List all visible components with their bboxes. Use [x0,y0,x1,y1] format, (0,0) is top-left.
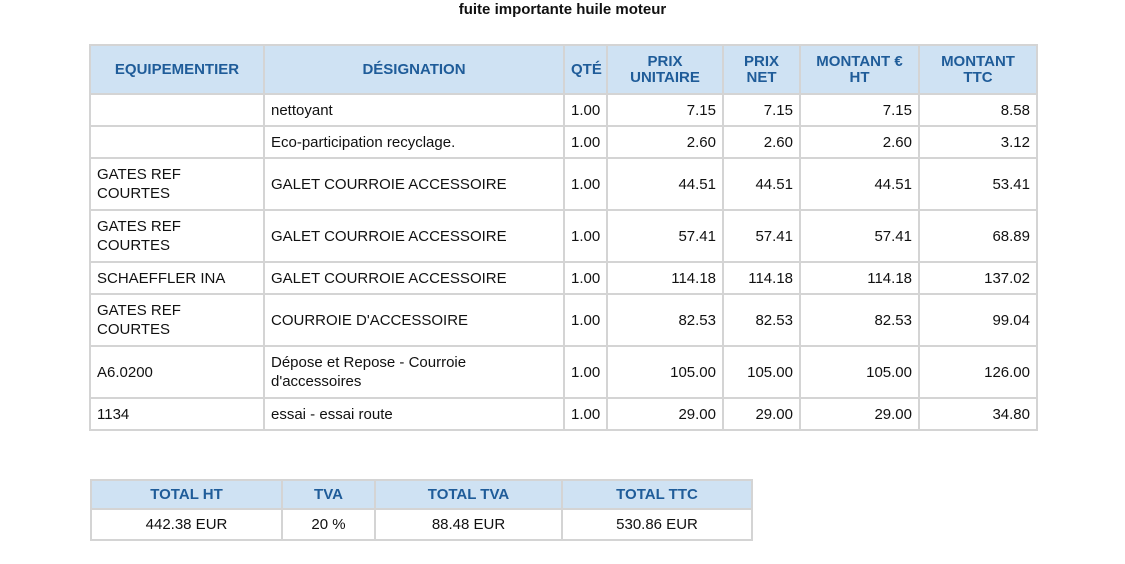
totals-header-total-tva: TOTAL TVA [374,479,563,510]
table-row: SCHAEFFLER INA GALET COURROIE ACCESSOIRE… [89,261,1038,295]
total-ht-value: 442.38 EUR [90,508,283,541]
cell-qty: 1.00 [563,125,608,159]
totals-values-row: 442.38 EUR 20 % 88.48 EUR 530.86 EUR [90,508,753,541]
cell-amount-ht: 82.53 [799,293,920,347]
column-header-qty: QTÉ [563,44,608,95]
tva-rate-value: 20 % [281,508,376,541]
cell-amount-ttc: 137.02 [918,261,1038,295]
table-row: GATES REF COURTES COURROIE D'ACCESSOIRE … [89,293,1038,347]
cell-designation: GALET COURROIE ACCESSOIRE [263,209,565,263]
column-header-amount-ht: MONTANT € HT [799,44,920,95]
cell-qty: 1.00 [563,261,608,295]
cell-unit-price: 82.53 [606,293,724,347]
table-row: 1134 essai - essai route 1.00 29.00 29.0… [89,397,1038,431]
table-row: Eco-participation recyclage. 1.00 2.60 2… [89,125,1038,159]
cell-supplier: GATES REF COURTES [89,293,265,347]
cell-unit-price: 44.51 [606,157,724,211]
cell-net-price: 2.60 [722,125,801,159]
cell-designation: Dépose et Repose - Courroie d'accessoire… [263,345,565,399]
cell-supplier [89,125,265,159]
cell-amount-ttc: 68.89 [918,209,1038,263]
cell-unit-price: 114.18 [606,261,724,295]
cell-designation: GALET COURROIE ACCESSOIRE [263,157,565,211]
cell-net-price: 7.15 [722,93,801,127]
cell-qty: 1.00 [563,345,608,399]
table-row: A6.0200 Dépose et Repose - Courroie d'ac… [89,345,1038,399]
cell-unit-price: 105.00 [606,345,724,399]
cell-qty: 1.00 [563,93,608,127]
cell-net-price: 82.53 [722,293,801,347]
cell-amount-ht: 44.51 [799,157,920,211]
cell-supplier: A6.0200 [89,345,265,399]
cell-net-price: 44.51 [722,157,801,211]
cell-supplier: GATES REF COURTES [89,209,265,263]
cell-amount-ttc: 34.80 [918,397,1038,431]
cell-unit-price: 7.15 [606,93,724,127]
cell-designation: Eco-participation recyclage. [263,125,565,159]
cell-unit-price: 57.41 [606,209,724,263]
column-header-supplier: EQUIPEMENTIER [89,44,265,95]
column-header-designation: DÉSIGNATION [263,44,565,95]
cell-supplier [89,93,265,127]
cell-amount-ht: 105.00 [799,345,920,399]
cell-amount-ht: 29.00 [799,397,920,431]
column-header-unit-price: PRIX UNITAIRE [606,44,724,95]
cell-designation: COURROIE D'ACCESSOIRE [263,293,565,347]
cell-amount-ttc: 126.00 [918,345,1038,399]
cell-designation: essai - essai route [263,397,565,431]
total-ttc-value: 530.86 EUR [561,508,753,541]
cell-net-price: 57.41 [722,209,801,263]
totals-table: TOTAL HT TVA TOTAL TVA TOTAL TTC 442.38 … [90,479,753,541]
cell-qty: 1.00 [563,157,608,211]
cell-net-price: 114.18 [722,261,801,295]
line-items-table: EQUIPEMENTIER DÉSIGNATION QTÉ PRIX UNITA… [89,44,1038,431]
cell-amount-ttc: 99.04 [918,293,1038,347]
table-row: nettoyant 1.00 7.15 7.15 7.15 8.58 [89,93,1038,127]
document-title: fuite importante huile moteur [458,1,667,18]
cell-amount-ht: 7.15 [799,93,920,127]
cell-supplier: 1134 [89,397,265,431]
cell-amount-ttc: 53.41 [918,157,1038,211]
table-row: GATES REF COURTES GALET COURROIE ACCESSO… [89,157,1038,211]
totals-header-total-ht: TOTAL HT [90,479,283,510]
cell-amount-ttc: 8.58 [918,93,1038,127]
cell-qty: 1.00 [563,209,608,263]
column-header-net-price: PRIX NET [722,44,801,95]
cell-supplier: GATES REF COURTES [89,157,265,211]
cell-amount-ht: 114.18 [799,261,920,295]
cell-amount-ht: 57.41 [799,209,920,263]
cell-designation: GALET COURROIE ACCESSOIRE [263,261,565,295]
totals-header-tva: TVA [281,479,376,510]
cell-amount-ttc: 3.12 [918,125,1038,159]
cell-unit-price: 2.60 [606,125,724,159]
table-header-row: EQUIPEMENTIER DÉSIGNATION QTÉ PRIX UNITA… [89,44,1038,95]
table-row: GATES REF COURTES GALET COURROIE ACCESSO… [89,209,1038,263]
totals-header-total-ttc: TOTAL TTC [561,479,753,510]
cell-designation: nettoyant [263,93,565,127]
cell-qty: 1.00 [563,397,608,431]
cell-net-price: 105.00 [722,345,801,399]
cell-qty: 1.00 [563,293,608,347]
total-tva-value: 88.48 EUR [374,508,563,541]
cell-supplier: SCHAEFFLER INA [89,261,265,295]
column-header-amount-ttc: MONTANT TTC [918,44,1038,95]
cell-net-price: 29.00 [722,397,801,431]
cell-unit-price: 29.00 [606,397,724,431]
cell-amount-ht: 2.60 [799,125,920,159]
totals-header-row: TOTAL HT TVA TOTAL TVA TOTAL TTC [90,479,753,510]
